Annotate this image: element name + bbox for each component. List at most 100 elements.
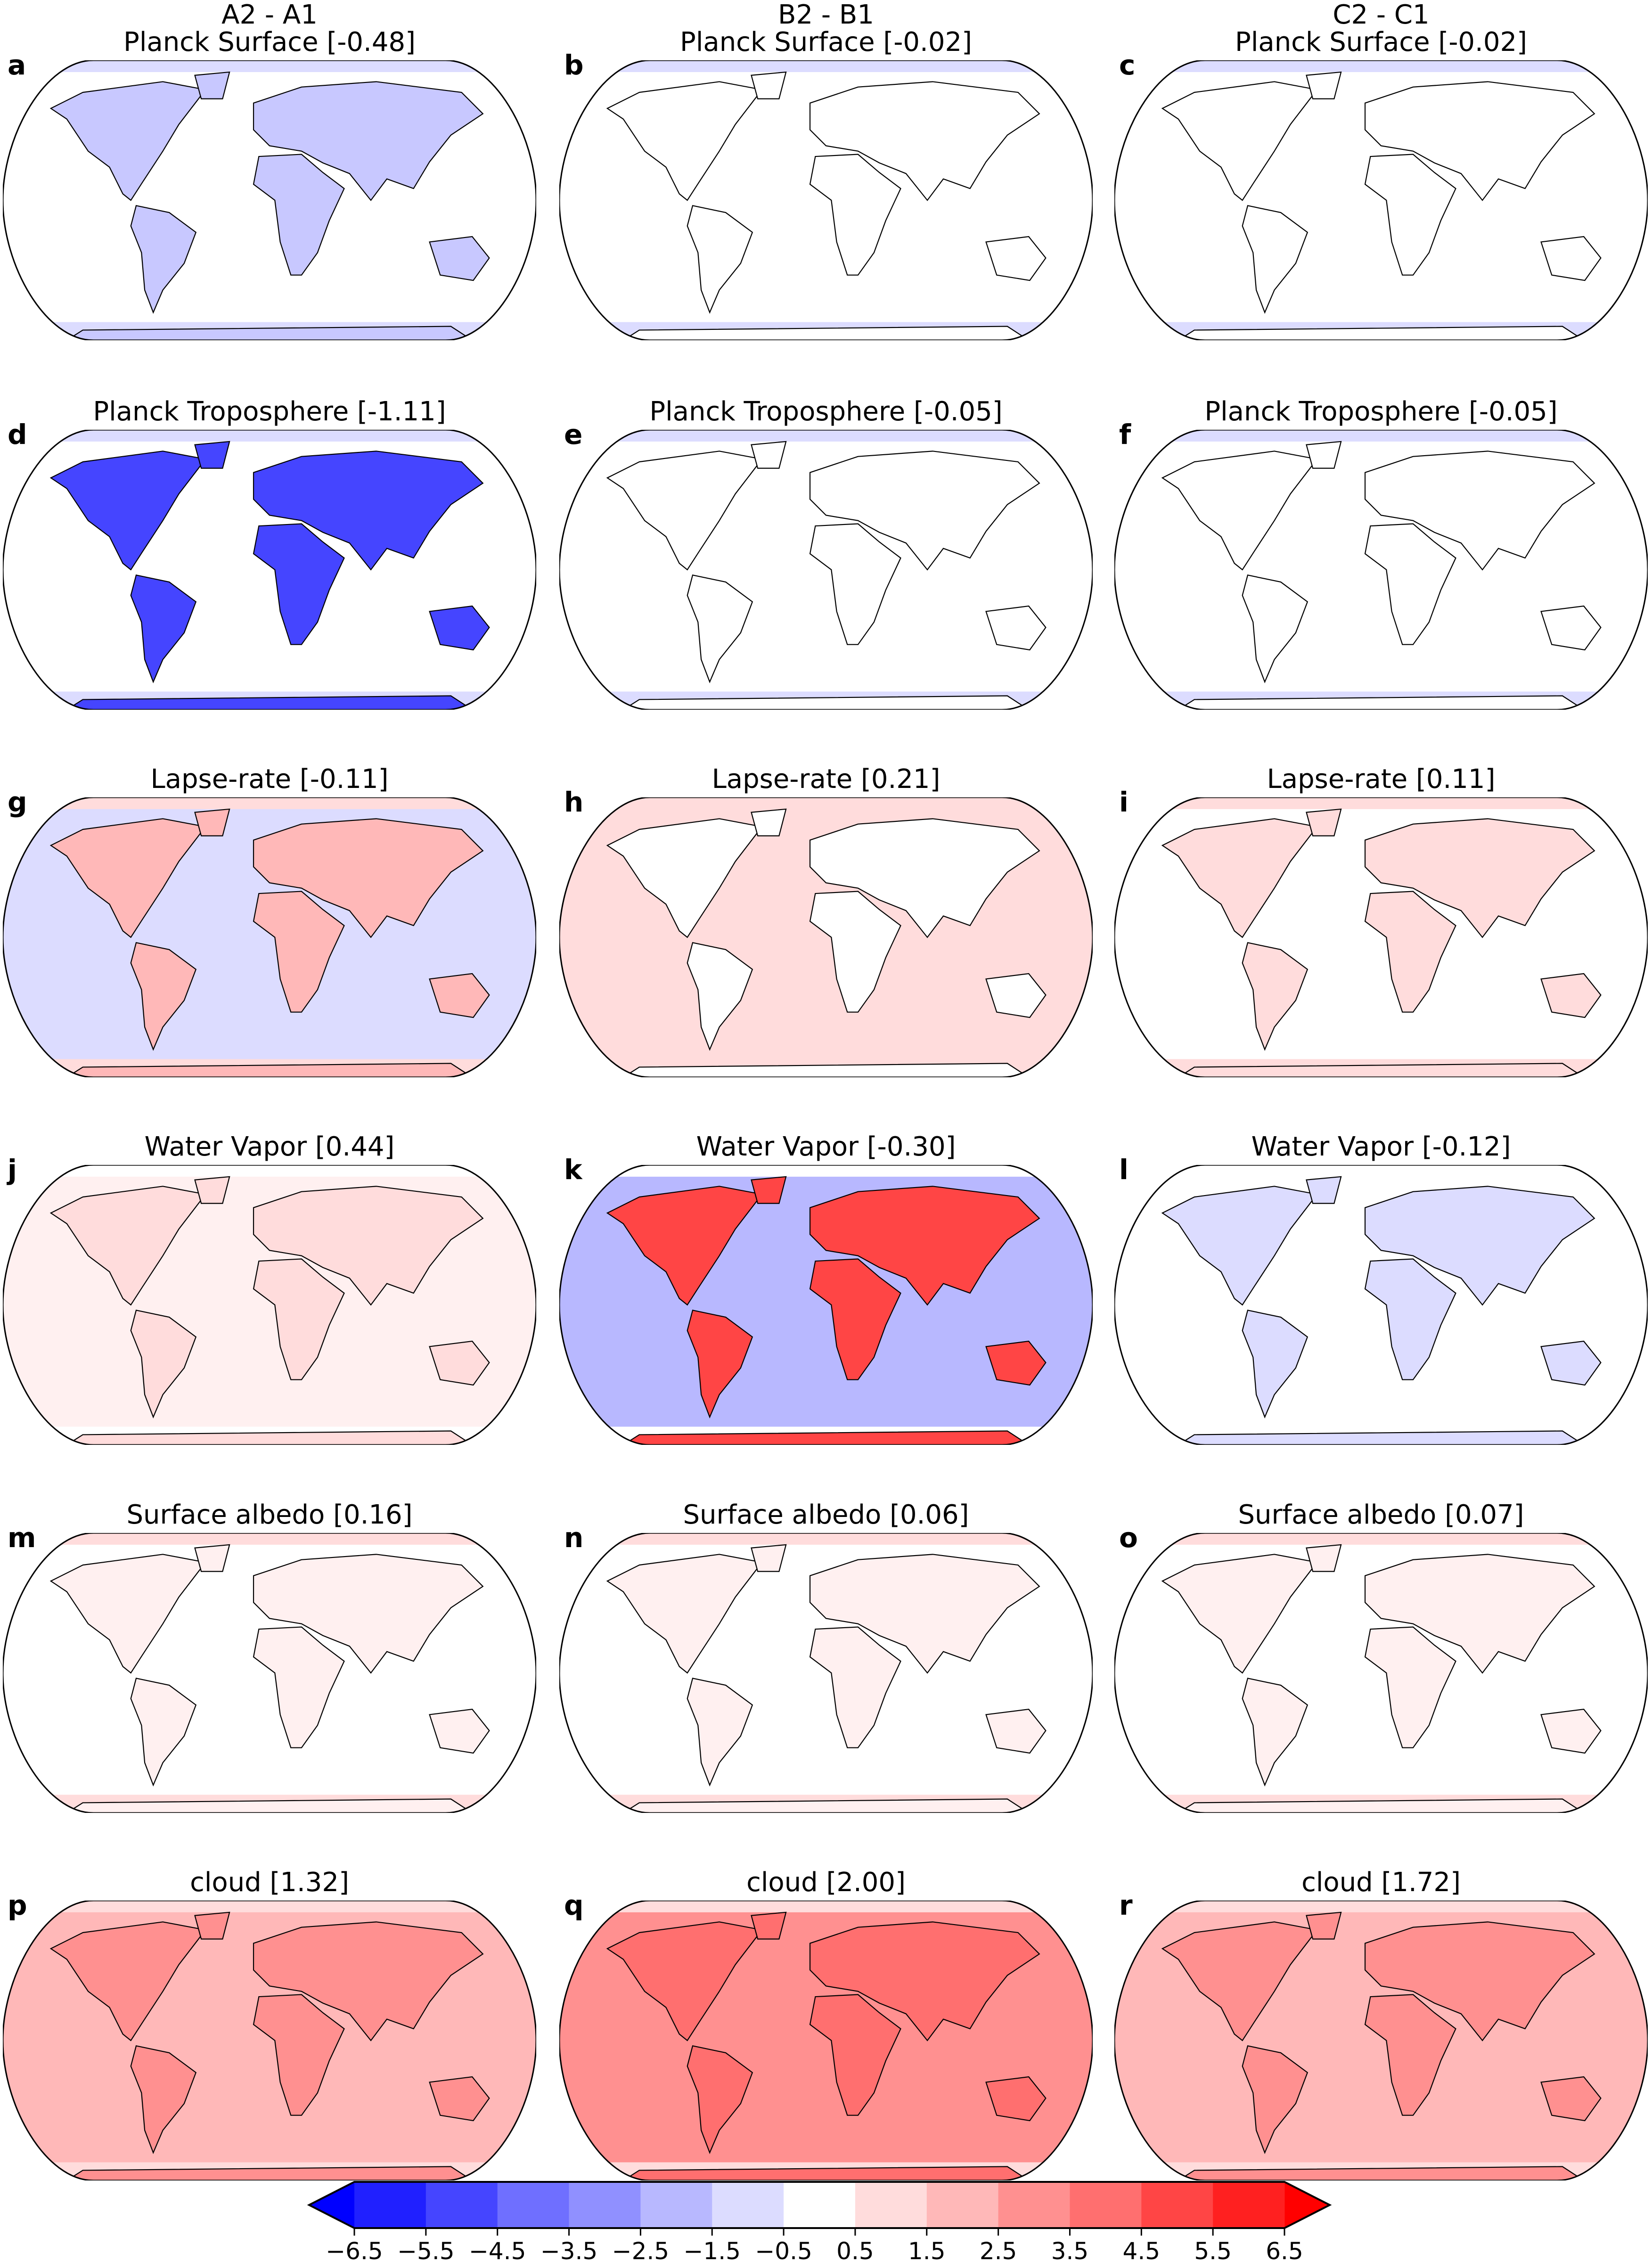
coastline-australia <box>430 606 490 650</box>
coastline-south-america <box>131 2046 196 2153</box>
coastline-africa <box>254 524 344 645</box>
map-border <box>3 60 536 340</box>
coastline-eurasia <box>254 1922 483 2041</box>
map-panel-j <box>3 1165 536 1445</box>
colorbar-bin <box>1213 2182 1285 2228</box>
coastline-south-america <box>1243 2046 1308 2153</box>
colorbar-extend-high <box>1284 2182 1330 2228</box>
arctic-band <box>3 1533 536 1545</box>
coastline-australia <box>430 237 490 280</box>
arctic-band <box>1114 60 1648 72</box>
map-panel-g <box>3 797 536 1077</box>
coastline-south-america <box>131 575 196 682</box>
coastline-africa <box>254 892 344 1012</box>
coastline-greenland <box>752 1545 786 1572</box>
arctic-band <box>559 1165 1093 1177</box>
map-border <box>3 1533 536 1813</box>
coastline-greenland <box>195 442 230 468</box>
colorbar-tick-label: 2.5 <box>980 2237 1017 2262</box>
colorbar: −6.5 −5.5 −4.5 −3.5 −2.5 −1.5 −0.5 0.5 1.5 2.5 3.5… <box>307 2181 1332 2262</box>
map-panel-f <box>1114 430 1648 710</box>
arctic-band <box>1114 1533 1648 1545</box>
coastline-africa <box>254 1259 344 1380</box>
coastline-africa <box>810 1259 900 1380</box>
map-panel-m <box>3 1533 536 1813</box>
panel-letter: l <box>1119 1154 1129 1186</box>
coastline-africa <box>810 524 900 645</box>
coastline-eurasia <box>1365 1186 1595 1305</box>
arctic-band <box>3 1165 536 1177</box>
panel-letter: c <box>1119 49 1136 81</box>
map-border <box>1114 430 1648 710</box>
coastline-australia <box>986 237 1046 280</box>
map-border <box>3 430 536 710</box>
coastline-greenland <box>1307 442 1341 468</box>
coastline-south-america <box>131 1678 196 1785</box>
coastline-africa <box>1365 524 1456 645</box>
colorbar-tick-label: 0.5 <box>836 2237 874 2262</box>
map-panel-n <box>559 1533 1093 1813</box>
colorbar-tick-label: −5.5 <box>397 2237 454 2262</box>
coastline-greenland <box>195 72 230 99</box>
map-border <box>559 60 1093 340</box>
map-panel-a <box>3 60 536 340</box>
coastline-australia <box>1541 237 1601 280</box>
coastline-australia <box>986 974 1046 1017</box>
panel-letter: h <box>564 786 584 818</box>
panel-title: Planck Surface [-0.02] <box>680 27 972 57</box>
map-panel-o <box>1114 1533 1648 1813</box>
arctic-band <box>559 1533 1093 1545</box>
map-border <box>3 1165 536 1445</box>
coastline-australia <box>986 1341 1046 1385</box>
colorbar-bin <box>998 2182 1070 2228</box>
arctic-band <box>559 797 1093 809</box>
panel-letter: b <box>564 49 584 81</box>
coastline-australia <box>430 1341 490 1385</box>
coastline-australia <box>986 606 1046 650</box>
coastline-africa <box>810 1995 900 2115</box>
panel-letter: e <box>564 418 583 451</box>
arctic-band <box>1114 1165 1648 1177</box>
panel-letter: f <box>1119 418 1131 451</box>
panel-letter: m <box>8 1522 36 1554</box>
panel-letter: j <box>8 1154 17 1186</box>
map-border <box>1114 60 1648 340</box>
map-border <box>3 797 536 1077</box>
coastline-eurasia <box>810 819 1039 937</box>
coastline-south-america <box>687 205 752 312</box>
panel-title: Water Vapor [-0.12] <box>1251 1131 1511 1162</box>
panel-title: cloud [1.32] <box>190 1867 349 1898</box>
coastline-greenland <box>752 809 786 836</box>
column-header: B2 - B1 <box>778 0 874 30</box>
coastline-eurasia <box>254 1186 483 1305</box>
arctic-band <box>1114 797 1648 809</box>
coastline-south-america <box>1243 205 1308 312</box>
panel-letter: p <box>8 1889 27 1921</box>
colorbar-bin <box>425 2182 498 2228</box>
panel-letter: n <box>564 1522 584 1554</box>
coastline-africa <box>254 155 344 275</box>
coastline-south-america <box>1243 942 1308 1049</box>
map-panel-c <box>1114 60 1648 340</box>
coastline-africa <box>254 1627 344 1748</box>
panel-letter: i <box>1119 786 1129 818</box>
map-border <box>1114 1165 1648 1445</box>
panel-letter: g <box>8 786 27 818</box>
coastline-greenland <box>195 1545 230 1572</box>
coastline-south-america <box>687 2046 752 2153</box>
coastline-greenland <box>752 442 786 468</box>
coastline-africa <box>1365 1259 1456 1380</box>
coastline-eurasia <box>1365 819 1595 937</box>
coastline-africa <box>1365 892 1456 1012</box>
colorbar-bin <box>497 2182 570 2228</box>
panel-title: cloud [2.00] <box>746 1867 906 1898</box>
coastline-africa <box>1365 1995 1456 2115</box>
panel-title: Water Vapor [-0.30] <box>696 1131 956 1162</box>
coastline-australia <box>430 2077 490 2121</box>
coastline-eurasia <box>810 1186 1039 1305</box>
coastline-greenland <box>1307 1545 1341 1572</box>
coastline-australia <box>1541 1709 1601 1753</box>
arctic-band <box>3 797 536 809</box>
arctic-band <box>1114 1901 1648 1912</box>
coastline-south-america <box>687 575 752 682</box>
